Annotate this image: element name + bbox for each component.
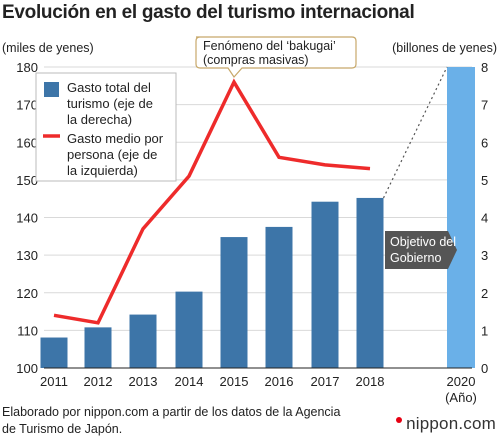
source-note: Elaborado por nippon.com a partir de los…: [2, 405, 341, 436]
right-axis-ticks: 0 1 2 3 4 5 6 7 8: [481, 60, 488, 376]
bar: [356, 197, 384, 368]
bar: [40, 337, 68, 368]
legend-label-line: Gasto medio por persona (eje de la izquier…: [67, 131, 164, 178]
brand-text: nippon.com: [406, 414, 496, 433]
brand-logo: nippon.com: [396, 414, 496, 434]
legend: Gasto total del turismo (eje de la derecha…: [35, 72, 177, 182]
legend-line: Gasto total del: [67, 80, 151, 95]
x-tick-label: 2014: [175, 374, 204, 389]
target-callout: Objetivo del Gobierno: [385, 231, 457, 269]
legend-swatch-bar: [44, 82, 59, 97]
target-bar: [447, 67, 475, 368]
line-path: [53, 78, 371, 325]
bar: [84, 327, 112, 368]
left-tick-label: 170: [16, 98, 38, 113]
x-tick-label: 2020: [447, 374, 476, 389]
left-axis-label: (miles de yenes): [2, 41, 94, 55]
x-tick-label: 2016: [265, 374, 294, 389]
left-tick-label: 140: [16, 211, 38, 226]
target-callout-line1: Objetivo del: [390, 235, 456, 249]
right-tick-label: 5: [481, 173, 488, 188]
legend-label-bar: Gasto total del turismo (eje de la derecha…: [67, 80, 153, 127]
bar: [129, 314, 157, 368]
bar-series: [40, 197, 384, 368]
annotation-callout: Fenómeno del ‘bakugai’(compras masivas): [195, 36, 357, 78]
left-axis-ticks: 100 110 120 130 140 150 160 170 180: [16, 60, 38, 376]
legend-line: persona (eje de: [67, 147, 157, 162]
x-tick-label: 2017: [311, 374, 340, 389]
target-callout-body: [385, 231, 448, 269]
right-tick-label: 4: [481, 211, 488, 226]
left-tick-label: 160: [16, 135, 38, 150]
target-dotted-line: [382, 66, 448, 199]
right-tick-label: 1: [481, 323, 488, 338]
bar: [175, 291, 203, 368]
chart-title: Evolución en el gasto del turismo intern…: [2, 2, 415, 23]
x-tick-label: 2013: [129, 374, 158, 389]
right-tick-label: 2: [481, 286, 488, 301]
right-tick-label: 8: [481, 60, 488, 75]
x-tick-label: 2015: [220, 374, 249, 389]
left-tick-label: 180: [16, 60, 38, 75]
x-tick-label: 2011: [40, 374, 68, 389]
left-tick-label: 120: [16, 286, 38, 301]
line-series: [53, 78, 371, 325]
right-tick-label: 0: [481, 361, 488, 376]
legend-line: la derecha): [67, 112, 132, 127]
left-tick-label: 110: [17, 323, 38, 338]
x-tick-label: 2018: [356, 374, 385, 389]
legend-line: la izquierda): [67, 163, 138, 178]
left-tick-label: 130: [16, 248, 38, 263]
target-group: [382, 66, 475, 368]
x-axis-ticks: 2011 2012 2013 2014 2015 2016 2017 2018 2020(Año…: [40, 374, 477, 405]
left-tick-label: 100: [16, 361, 38, 376]
brand-dot-icon: [396, 417, 403, 423]
right-tick-label: 3: [481, 248, 488, 263]
bar: [220, 237, 248, 368]
annotation-text-line1: Fenómeno del ‘bakugai’: [203, 39, 336, 53]
right-tick-label: 7: [481, 98, 488, 113]
annotation-bubble: [195, 36, 357, 78]
target-callout-line2: Gobierno: [390, 251, 441, 265]
right-tick-label: 6: [481, 135, 488, 150]
left-tick-label: 150: [16, 173, 38, 188]
annotation-text-line2: (compras masivas): [203, 53, 309, 67]
x-unit-label: (Año): [445, 390, 477, 405]
x-tick-label: 2012: [84, 374, 113, 389]
right-axis-label: (billones de yenes): [392, 41, 497, 55]
legend-line: turismo (eje de: [67, 96, 153, 111]
legend-line: Gasto medio por: [67, 131, 164, 146]
bar: [311, 201, 339, 368]
legend-box: [35, 72, 177, 182]
bar: [265, 226, 293, 368]
